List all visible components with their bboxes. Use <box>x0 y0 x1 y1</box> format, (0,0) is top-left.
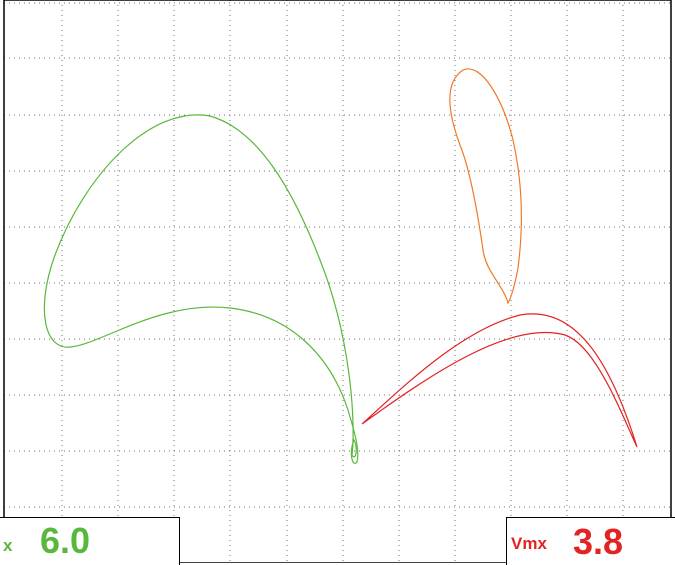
left-readout-panel: x 6.0 <box>0 517 180 565</box>
green-trace <box>43 114 359 464</box>
right-readout-label: Vmx <box>511 534 547 553</box>
right-readout-panel: Vmx 3.8 <box>506 517 675 565</box>
left-readout-value: 6.0 <box>40 520 91 561</box>
right-readout-value: 3.8 <box>573 521 624 562</box>
red-trace <box>361 313 638 448</box>
display-frame <box>3 0 672 563</box>
display-grid <box>4 0 671 563</box>
orange-trace <box>449 68 522 305</box>
left-readout-label: x <box>3 536 13 555</box>
